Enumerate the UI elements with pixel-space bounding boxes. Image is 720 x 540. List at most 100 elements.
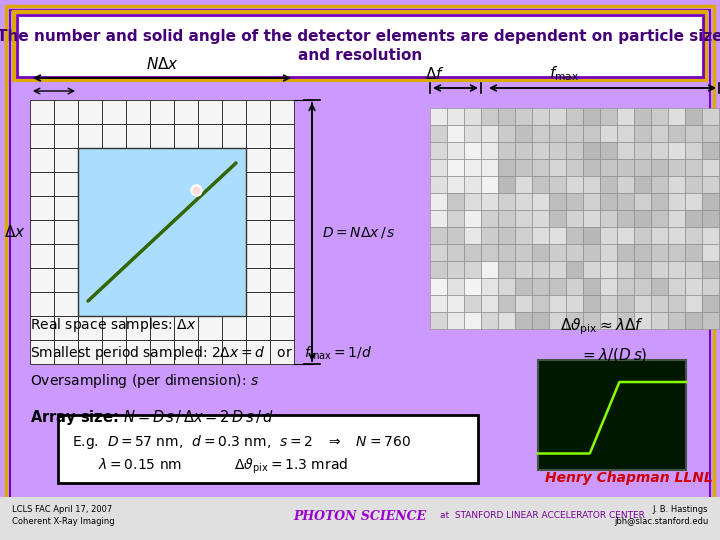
Bar bbox=[30, 124, 54, 148]
Bar bbox=[651, 125, 668, 142]
Bar bbox=[600, 278, 617, 295]
Bar bbox=[583, 125, 600, 142]
Bar bbox=[430, 312, 447, 329]
Bar bbox=[498, 108, 515, 125]
Bar bbox=[150, 100, 174, 124]
Bar bbox=[54, 172, 78, 196]
Bar bbox=[126, 292, 150, 316]
Text: LCLS FAC April 17, 2007: LCLS FAC April 17, 2007 bbox=[12, 505, 112, 515]
Bar bbox=[702, 295, 719, 312]
Bar bbox=[617, 193, 634, 210]
Bar bbox=[702, 210, 719, 227]
Bar bbox=[174, 244, 198, 268]
Bar bbox=[102, 172, 126, 196]
Bar bbox=[668, 159, 685, 176]
Bar bbox=[126, 340, 150, 364]
Bar bbox=[270, 220, 294, 244]
Bar bbox=[566, 278, 583, 295]
Bar bbox=[566, 227, 583, 244]
Text: $\Delta f$: $\Delta f$ bbox=[425, 66, 445, 82]
Bar bbox=[617, 261, 634, 278]
Bar bbox=[583, 295, 600, 312]
Bar bbox=[102, 196, 126, 220]
Bar bbox=[246, 340, 270, 364]
Bar bbox=[651, 193, 668, 210]
Bar bbox=[447, 125, 464, 142]
Bar bbox=[634, 244, 651, 261]
Bar bbox=[668, 108, 685, 125]
Bar bbox=[515, 125, 532, 142]
Bar bbox=[270, 172, 294, 196]
Bar bbox=[668, 193, 685, 210]
Bar bbox=[78, 196, 102, 220]
Bar bbox=[464, 159, 481, 176]
Bar bbox=[102, 316, 126, 340]
Bar bbox=[464, 125, 481, 142]
Bar bbox=[174, 316, 198, 340]
Bar bbox=[150, 316, 174, 340]
Bar bbox=[30, 196, 54, 220]
Bar bbox=[481, 125, 498, 142]
Bar bbox=[126, 196, 150, 220]
Bar bbox=[617, 244, 634, 261]
Bar bbox=[549, 142, 566, 159]
Bar bbox=[634, 312, 651, 329]
Bar bbox=[498, 193, 515, 210]
Bar bbox=[78, 340, 102, 364]
Text: Real space samples: $\Delta x$: Real space samples: $\Delta x$ bbox=[30, 316, 197, 334]
Bar bbox=[566, 176, 583, 193]
Bar bbox=[685, 193, 702, 210]
Bar bbox=[702, 261, 719, 278]
Bar bbox=[270, 196, 294, 220]
Bar bbox=[515, 227, 532, 244]
Bar bbox=[685, 159, 702, 176]
Bar bbox=[54, 196, 78, 220]
Bar bbox=[447, 312, 464, 329]
Bar bbox=[58, 415, 478, 483]
Bar bbox=[222, 172, 246, 196]
Bar bbox=[54, 100, 78, 124]
Bar bbox=[685, 108, 702, 125]
Bar bbox=[464, 176, 481, 193]
Bar bbox=[549, 159, 566, 176]
Bar bbox=[668, 227, 685, 244]
Bar bbox=[549, 125, 566, 142]
Bar bbox=[617, 312, 634, 329]
Bar bbox=[222, 220, 246, 244]
Bar bbox=[102, 148, 126, 172]
Bar bbox=[270, 292, 294, 316]
Text: J. B. Hastings: J. B. Hastings bbox=[652, 505, 708, 515]
Bar bbox=[430, 261, 447, 278]
Bar bbox=[150, 268, 174, 292]
Bar bbox=[430, 125, 447, 142]
Bar bbox=[651, 312, 668, 329]
Bar bbox=[198, 148, 222, 172]
Bar bbox=[102, 100, 126, 124]
Bar bbox=[481, 278, 498, 295]
Bar bbox=[198, 292, 222, 316]
Bar bbox=[481, 108, 498, 125]
Bar bbox=[198, 268, 222, 292]
Bar bbox=[583, 176, 600, 193]
Bar bbox=[651, 142, 668, 159]
Bar bbox=[617, 159, 634, 176]
Bar bbox=[566, 125, 583, 142]
Bar bbox=[566, 244, 583, 261]
Bar bbox=[102, 292, 126, 316]
Bar bbox=[102, 268, 126, 292]
Bar bbox=[126, 172, 150, 196]
Bar bbox=[464, 312, 481, 329]
Bar bbox=[651, 159, 668, 176]
Bar bbox=[651, 295, 668, 312]
Bar bbox=[549, 312, 566, 329]
Bar bbox=[246, 268, 270, 292]
Bar bbox=[515, 193, 532, 210]
Bar bbox=[668, 261, 685, 278]
Bar bbox=[270, 340, 294, 364]
Bar bbox=[685, 210, 702, 227]
Bar bbox=[198, 196, 222, 220]
Bar bbox=[549, 261, 566, 278]
Text: $\lambda = 0.15$ nm            $\Delta\vartheta_{\rm pix} = 1.3$ mrad: $\lambda = 0.15$ nm $\Delta\vartheta_{\r… bbox=[98, 457, 348, 476]
Bar bbox=[447, 295, 464, 312]
Bar bbox=[634, 125, 651, 142]
